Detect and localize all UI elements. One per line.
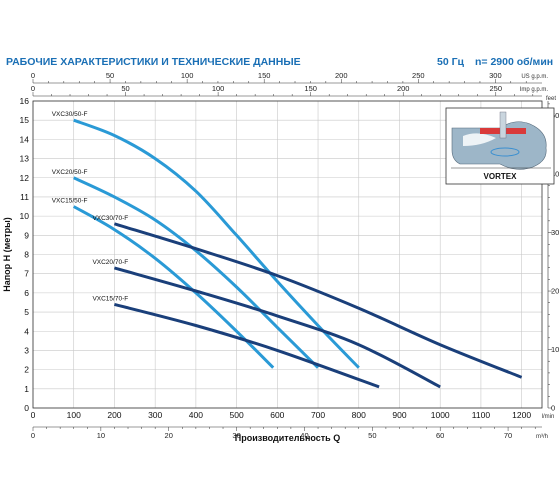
x-tick-label: 900 xyxy=(392,410,406,420)
x-axis-title: Производительность Q xyxy=(235,433,340,443)
series-label: VXC20/70-F xyxy=(92,259,128,266)
x-tick-label: 600 xyxy=(270,410,284,420)
feet-tick-label: 50 xyxy=(551,111,559,120)
y-tick-label: 16 xyxy=(20,96,30,106)
us-tick-label: 250 xyxy=(412,71,425,80)
speed-label: n= 2900 об/мин xyxy=(475,56,553,68)
x-tick-label: 1100 xyxy=(472,410,491,420)
vortex-swirl-icon xyxy=(490,147,520,157)
imp-tick-label: 250 xyxy=(490,84,503,93)
x-tick-label: 1200 xyxy=(512,410,531,420)
y-tick-label: 7 xyxy=(24,269,29,279)
us-tick-label: 50 xyxy=(106,71,114,80)
imp-tick-label: 50 xyxy=(121,84,129,93)
series-line-vxc20-70-f xyxy=(113,266,441,389)
m3h-tick-label: 60 xyxy=(436,431,444,440)
series-label: VXC15/50-F xyxy=(52,198,88,205)
m3h-tick-label: 20 xyxy=(165,431,173,440)
inset-label: VORTEX xyxy=(484,172,518,181)
impeller-right-icon xyxy=(506,128,526,134)
series-labels: VXC30/50-F VXC20/50-F VXC15/50-F VXC30/70-F… xyxy=(52,111,129,302)
x-unit-label: l/min xyxy=(542,414,555,420)
y-tick-label: 4 xyxy=(24,326,29,336)
feet-tick-label: 40 xyxy=(551,170,559,179)
m3h-unit-label: m³/h xyxy=(536,434,548,440)
us-tick-label: 100 xyxy=(181,71,194,80)
m3h-tick-label: 40 xyxy=(300,431,308,440)
m3h-tick-label: 0 xyxy=(31,431,35,440)
chart-title: РАБОЧИЕ ХАРАКТЕРИСТИКИ И ТЕХНИЧЕСКИЕ ДАН… xyxy=(6,56,301,68)
x-tick-label: 1000 xyxy=(431,410,450,420)
y-tick-label: 10 xyxy=(20,211,30,221)
y-tick-label: 9 xyxy=(24,230,29,240)
us-tick-label: 0 xyxy=(31,71,35,80)
y-tick-label: 12 xyxy=(20,173,30,183)
feet-unit-label: feet xyxy=(546,96,556,102)
x-tick-label: 200 xyxy=(107,410,121,420)
y-tick-label: 3 xyxy=(24,345,29,355)
y-axis-title: Напор H (метры) xyxy=(2,217,12,292)
imp-tick-label: 100 xyxy=(212,84,225,93)
y-tick-label: 2 xyxy=(24,365,29,375)
frequency-label: 50 Гц xyxy=(437,56,465,68)
vortex-inset: VORTEX xyxy=(445,107,555,185)
series-line-vxc30-70-f xyxy=(113,222,523,379)
m3h-tick-label: 10 xyxy=(97,431,105,440)
series-layer xyxy=(72,118,523,389)
series-line-vxc15-50-f xyxy=(72,205,275,369)
feet-tick-label: 30 xyxy=(551,228,559,237)
x-tick-label: 300 xyxy=(148,410,162,420)
series-line-vxc30-50-f xyxy=(73,118,360,369)
series-label: VXC30/50-F xyxy=(52,111,88,118)
imp-tick-label: 150 xyxy=(304,84,317,93)
x-tick-label: 800 xyxy=(352,410,366,420)
feet-tick-label: 10 xyxy=(551,345,559,354)
y-tick-label: 11 xyxy=(20,192,29,202)
y-tick-label: 14 xyxy=(20,134,30,144)
us-tick-label: 300 xyxy=(489,71,502,80)
m3h-tick-label: 70 xyxy=(504,431,512,440)
series-label: VXC15/70-F xyxy=(92,295,128,302)
series-line-vxc20-50-f xyxy=(73,176,320,369)
series-label: VXC20/50-F xyxy=(52,169,88,176)
m3h-tick-label: 30 xyxy=(232,431,240,440)
x-tick-label: 700 xyxy=(311,410,325,420)
y-tick-label: 13 xyxy=(20,154,30,164)
x-tick-label: 0 xyxy=(31,410,36,420)
imp-unit-label: Imp g.p.m. xyxy=(520,87,549,93)
imp-tick-label: 0 xyxy=(31,84,35,93)
x-tick-label: 500 xyxy=(230,410,244,420)
series-line-vxc15-70-f xyxy=(114,302,380,389)
y-tick-label: 6 xyxy=(24,288,29,298)
y-tick-label: 5 xyxy=(24,307,29,317)
x-tick-label: 100 xyxy=(67,410,81,420)
flow-arrow-icon xyxy=(463,133,496,146)
feet-tick-label: 0 xyxy=(551,404,555,413)
shaft-icon xyxy=(499,111,507,139)
y-tick-label: 8 xyxy=(24,250,29,260)
impeller-left-icon xyxy=(480,128,500,134)
series-label: VXC30/70-F xyxy=(92,215,128,222)
us-tick-label: 150 xyxy=(258,71,271,80)
us-unit-label: US g.p.m. xyxy=(521,74,548,80)
m3h-tick-label: 50 xyxy=(368,431,376,440)
imp-tick-label: 200 xyxy=(397,84,410,93)
x-tick-label: 400 xyxy=(189,410,203,420)
y-tick-label: 1 xyxy=(24,384,29,394)
y-tick-label: 15 xyxy=(20,115,30,125)
plot-frame xyxy=(32,100,543,409)
feet-tick-label: 20 xyxy=(551,287,559,296)
us-tick-label: 200 xyxy=(335,71,348,80)
y-tick-label: 0 xyxy=(24,403,29,413)
